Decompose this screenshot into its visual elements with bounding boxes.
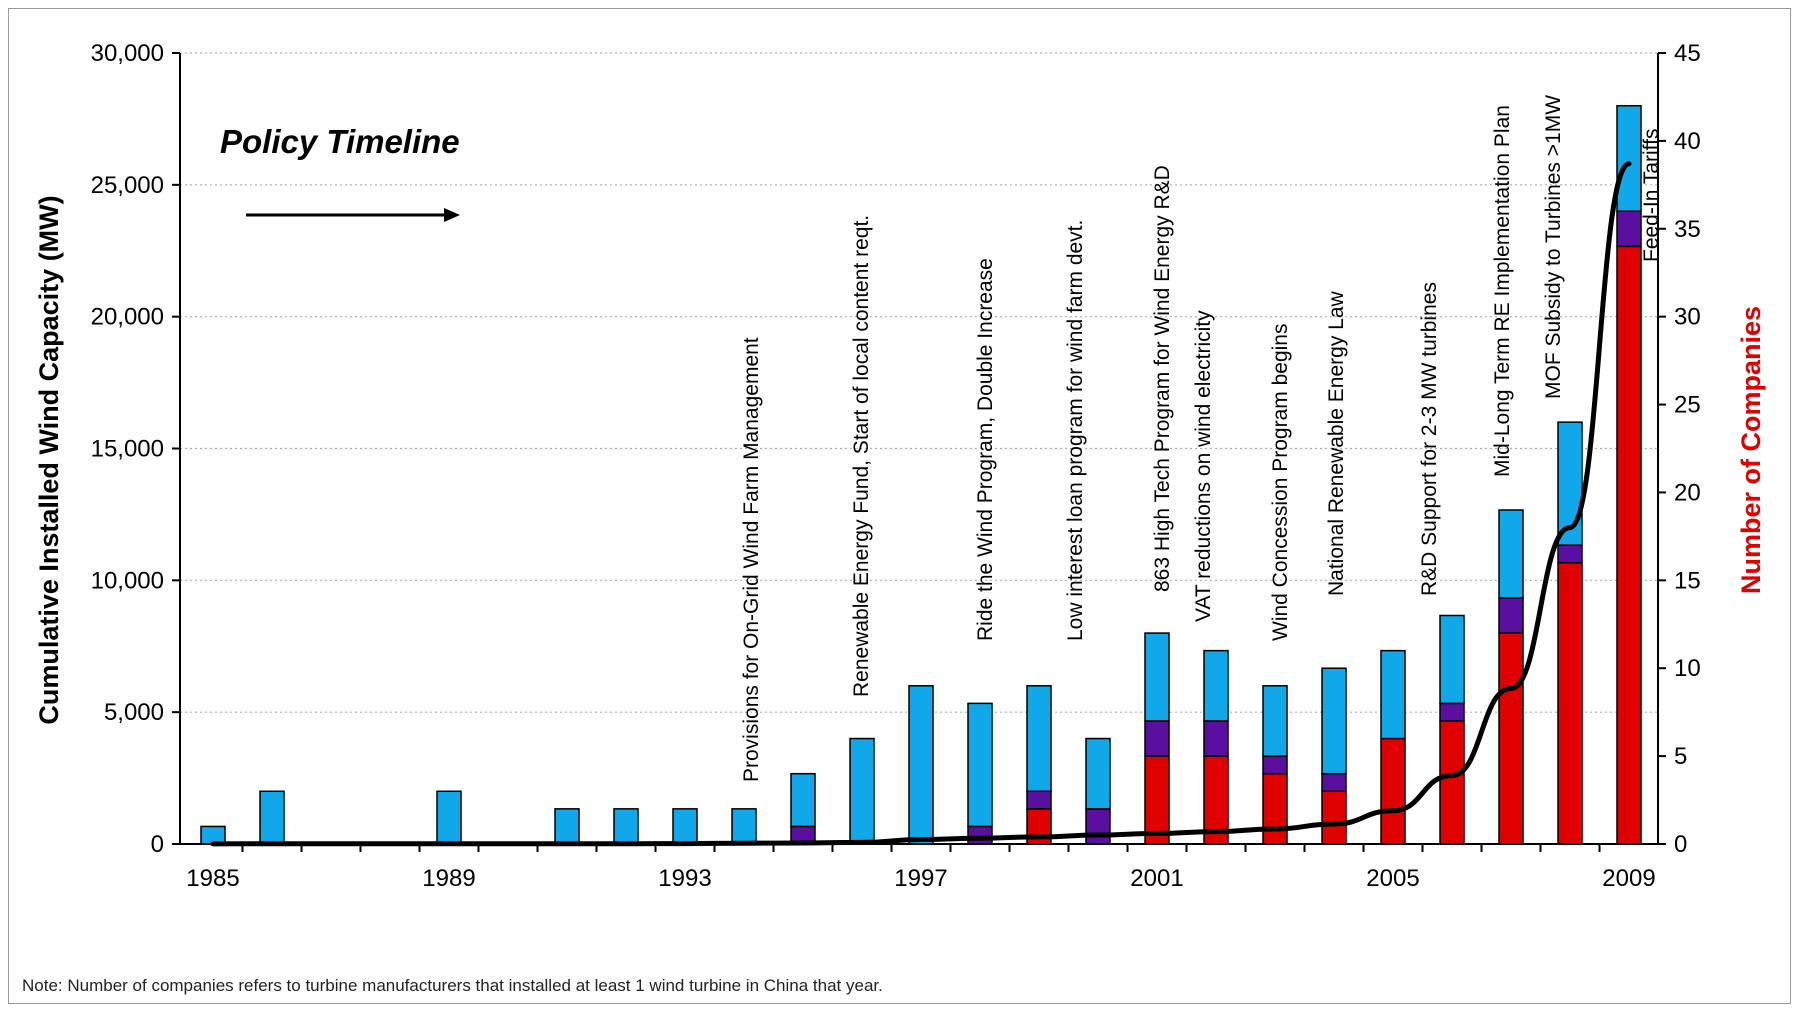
bar-segment [1203, 720, 1229, 757]
bar-segment [849, 737, 875, 845]
right-tick-label: 45 [1674, 40, 1701, 67]
bar-segment [554, 808, 580, 845]
bar-segment [1262, 755, 1288, 775]
bar-segment [613, 808, 639, 845]
bar-segment [1439, 614, 1465, 705]
policy-label: R&D Support for 2-3 MW turbines [1418, 282, 1441, 596]
left-tick-label: 5,000 [104, 699, 164, 726]
left-tick-label: 10,000 [91, 567, 164, 594]
x-tick-label: 2009 [1602, 865, 1655, 892]
right-tick-label: 40 [1674, 128, 1701, 155]
bar-segment [967, 702, 993, 828]
x-tick-label: 2005 [1366, 865, 1419, 892]
capacity-line [210, 161, 1632, 847]
bar-segment [1321, 772, 1347, 793]
bar-segment [1498, 509, 1524, 599]
right-tick-label: 25 [1674, 392, 1701, 419]
x-tick-label: 1985 [186, 865, 239, 892]
policy-label: Renewable Energy Fund, Start of local co… [850, 215, 873, 697]
left-tick-label: 20,000 [91, 304, 164, 331]
policy-label: 863 High Tech Program for Wind Energy R&… [1151, 165, 1174, 592]
bar-segment [1144, 632, 1170, 722]
left-tick-label: 25,000 [91, 172, 164, 199]
policy-label: Ride the Wind Program, Double Increase [974, 258, 997, 641]
footnote: Note: Number of companies refers to turb… [22, 976, 883, 995]
stacked-bars [200, 104, 1642, 845]
right-tick-label: 20 [1674, 479, 1701, 506]
policy-timeline-arrow [246, 208, 460, 222]
x-tick-label: 1997 [894, 865, 947, 892]
bar-segment [1144, 720, 1170, 757]
right-tick-label: 15 [1674, 567, 1701, 594]
policy-label: Wind Concession Program begins [1269, 324, 1292, 641]
bar-segment [1085, 808, 1111, 845]
left-tick-label: 30,000 [91, 40, 164, 67]
x-tick-label: 1989 [422, 865, 475, 892]
policy-timeline-title: Policy Timeline [220, 123, 460, 160]
left-tick-label: 15,000 [91, 436, 164, 463]
bar-segment [1616, 245, 1642, 845]
left-axis-title: Cumulative Installed Wind Capacity (MW) [34, 195, 64, 724]
bar-segment [1616, 104, 1642, 212]
bar-segment [1262, 685, 1288, 757]
right-axis-title: Number of Companies [1736, 306, 1766, 594]
left-tick-label: 0 [151, 831, 164, 858]
policy-label: MOF Subsidy to Turbines >1MW [1542, 95, 1565, 399]
chart-frame [8, 8, 1791, 1004]
right-tick-label: 0 [1674, 831, 1687, 858]
bar-segment [1144, 755, 1170, 845]
policy-label: Mid-Long Term RE Implementation Plan [1491, 105, 1514, 477]
right-tick-label: 10 [1674, 655, 1701, 682]
bar-segment [1380, 737, 1406, 845]
bar-segment [1498, 597, 1524, 634]
bar-segment [1498, 632, 1524, 845]
bar-segment [967, 825, 993, 845]
bar-segment [1557, 544, 1583, 564]
bar-segment [1557, 421, 1583, 546]
policy-annotations: Provisions for On-Grid Wind Farm Managem… [740, 95, 1663, 782]
bar-segment [1203, 649, 1229, 722]
bar-segment [1439, 720, 1465, 845]
policy-label: Feed-In Tariffs [1640, 129, 1663, 262]
bar-segment [259, 790, 285, 845]
right-tick-label: 5 [1674, 743, 1687, 770]
gridlines [180, 52, 1658, 713]
bar-segment [436, 790, 462, 845]
x-tick-label: 1993 [658, 865, 711, 892]
policy-label: National Renewable Energy Law [1325, 290, 1348, 596]
bar-segment [731, 808, 757, 845]
bar-segment [908, 685, 934, 845]
bar-segment [672, 808, 698, 845]
policy-label: Low interest loan program for wind farm … [1064, 220, 1087, 641]
right-tick-label: 35 [1674, 216, 1701, 243]
bar-segment [1085, 737, 1111, 810]
bar-segment [1026, 790, 1052, 810]
bar-segment [1321, 790, 1347, 845]
bar-segment [790, 772, 816, 828]
policy-label: Provisions for On-Grid Wind Farm Managem… [740, 337, 763, 782]
bar-segment [1557, 562, 1583, 845]
bar-segment [1380, 649, 1406, 740]
bar-segment [1262, 772, 1288, 845]
right-tick-label: 30 [1674, 304, 1701, 331]
tick-labels: 0 5,000 10,000 15,000 20,000 25,000 30,000 0 5 10… [91, 40, 1701, 892]
bar-segment [1616, 210, 1642, 248]
bar-segment [1321, 667, 1347, 775]
x-tick-label: 2001 [1130, 865, 1183, 892]
bar-segment [1026, 685, 1052, 793]
policy-label: VAT reductions on wind electricity [1192, 310, 1215, 622]
bar-segment [1439, 702, 1465, 722]
